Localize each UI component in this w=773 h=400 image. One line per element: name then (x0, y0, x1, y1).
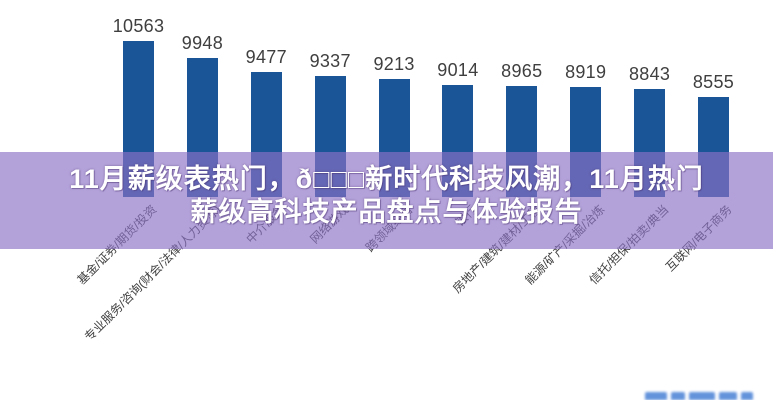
banner-title-line2: 薪级高科技产品盘点与体验报告 (190, 196, 583, 227)
watermark-fragment (719, 392, 737, 400)
bar-value-label: 9948 (181, 33, 224, 53)
bar-value-label: 9014 (437, 60, 479, 80)
bar-value-label: 9477 (245, 47, 287, 67)
watermark-smudge (645, 392, 765, 400)
bar-value-label: 9213 (373, 54, 415, 74)
watermark-fragment (741, 392, 753, 400)
bar-value-label: 10563 (112, 16, 165, 36)
bar-value-label: 9337 (309, 51, 351, 71)
banner-title-line1: 11月薪级表热门，ð□□□新时代科技风潮，11月热门 (69, 163, 704, 194)
title-banner-overlay: 11月薪级表热门，ð□□□新时代科技风潮，11月热门 薪级高科技产品盘点与体验报… (0, 152, 773, 249)
watermark-fragment (671, 392, 685, 400)
watermark-fragment (689, 392, 715, 400)
watermark-fragment (645, 392, 667, 400)
bar-value-label: 8555 (692, 72, 735, 92)
bar-value-label: 8843 (628, 64, 671, 84)
bar-value-label: 8965 (501, 61, 543, 81)
bar-value-label: 8919 (565, 62, 607, 82)
